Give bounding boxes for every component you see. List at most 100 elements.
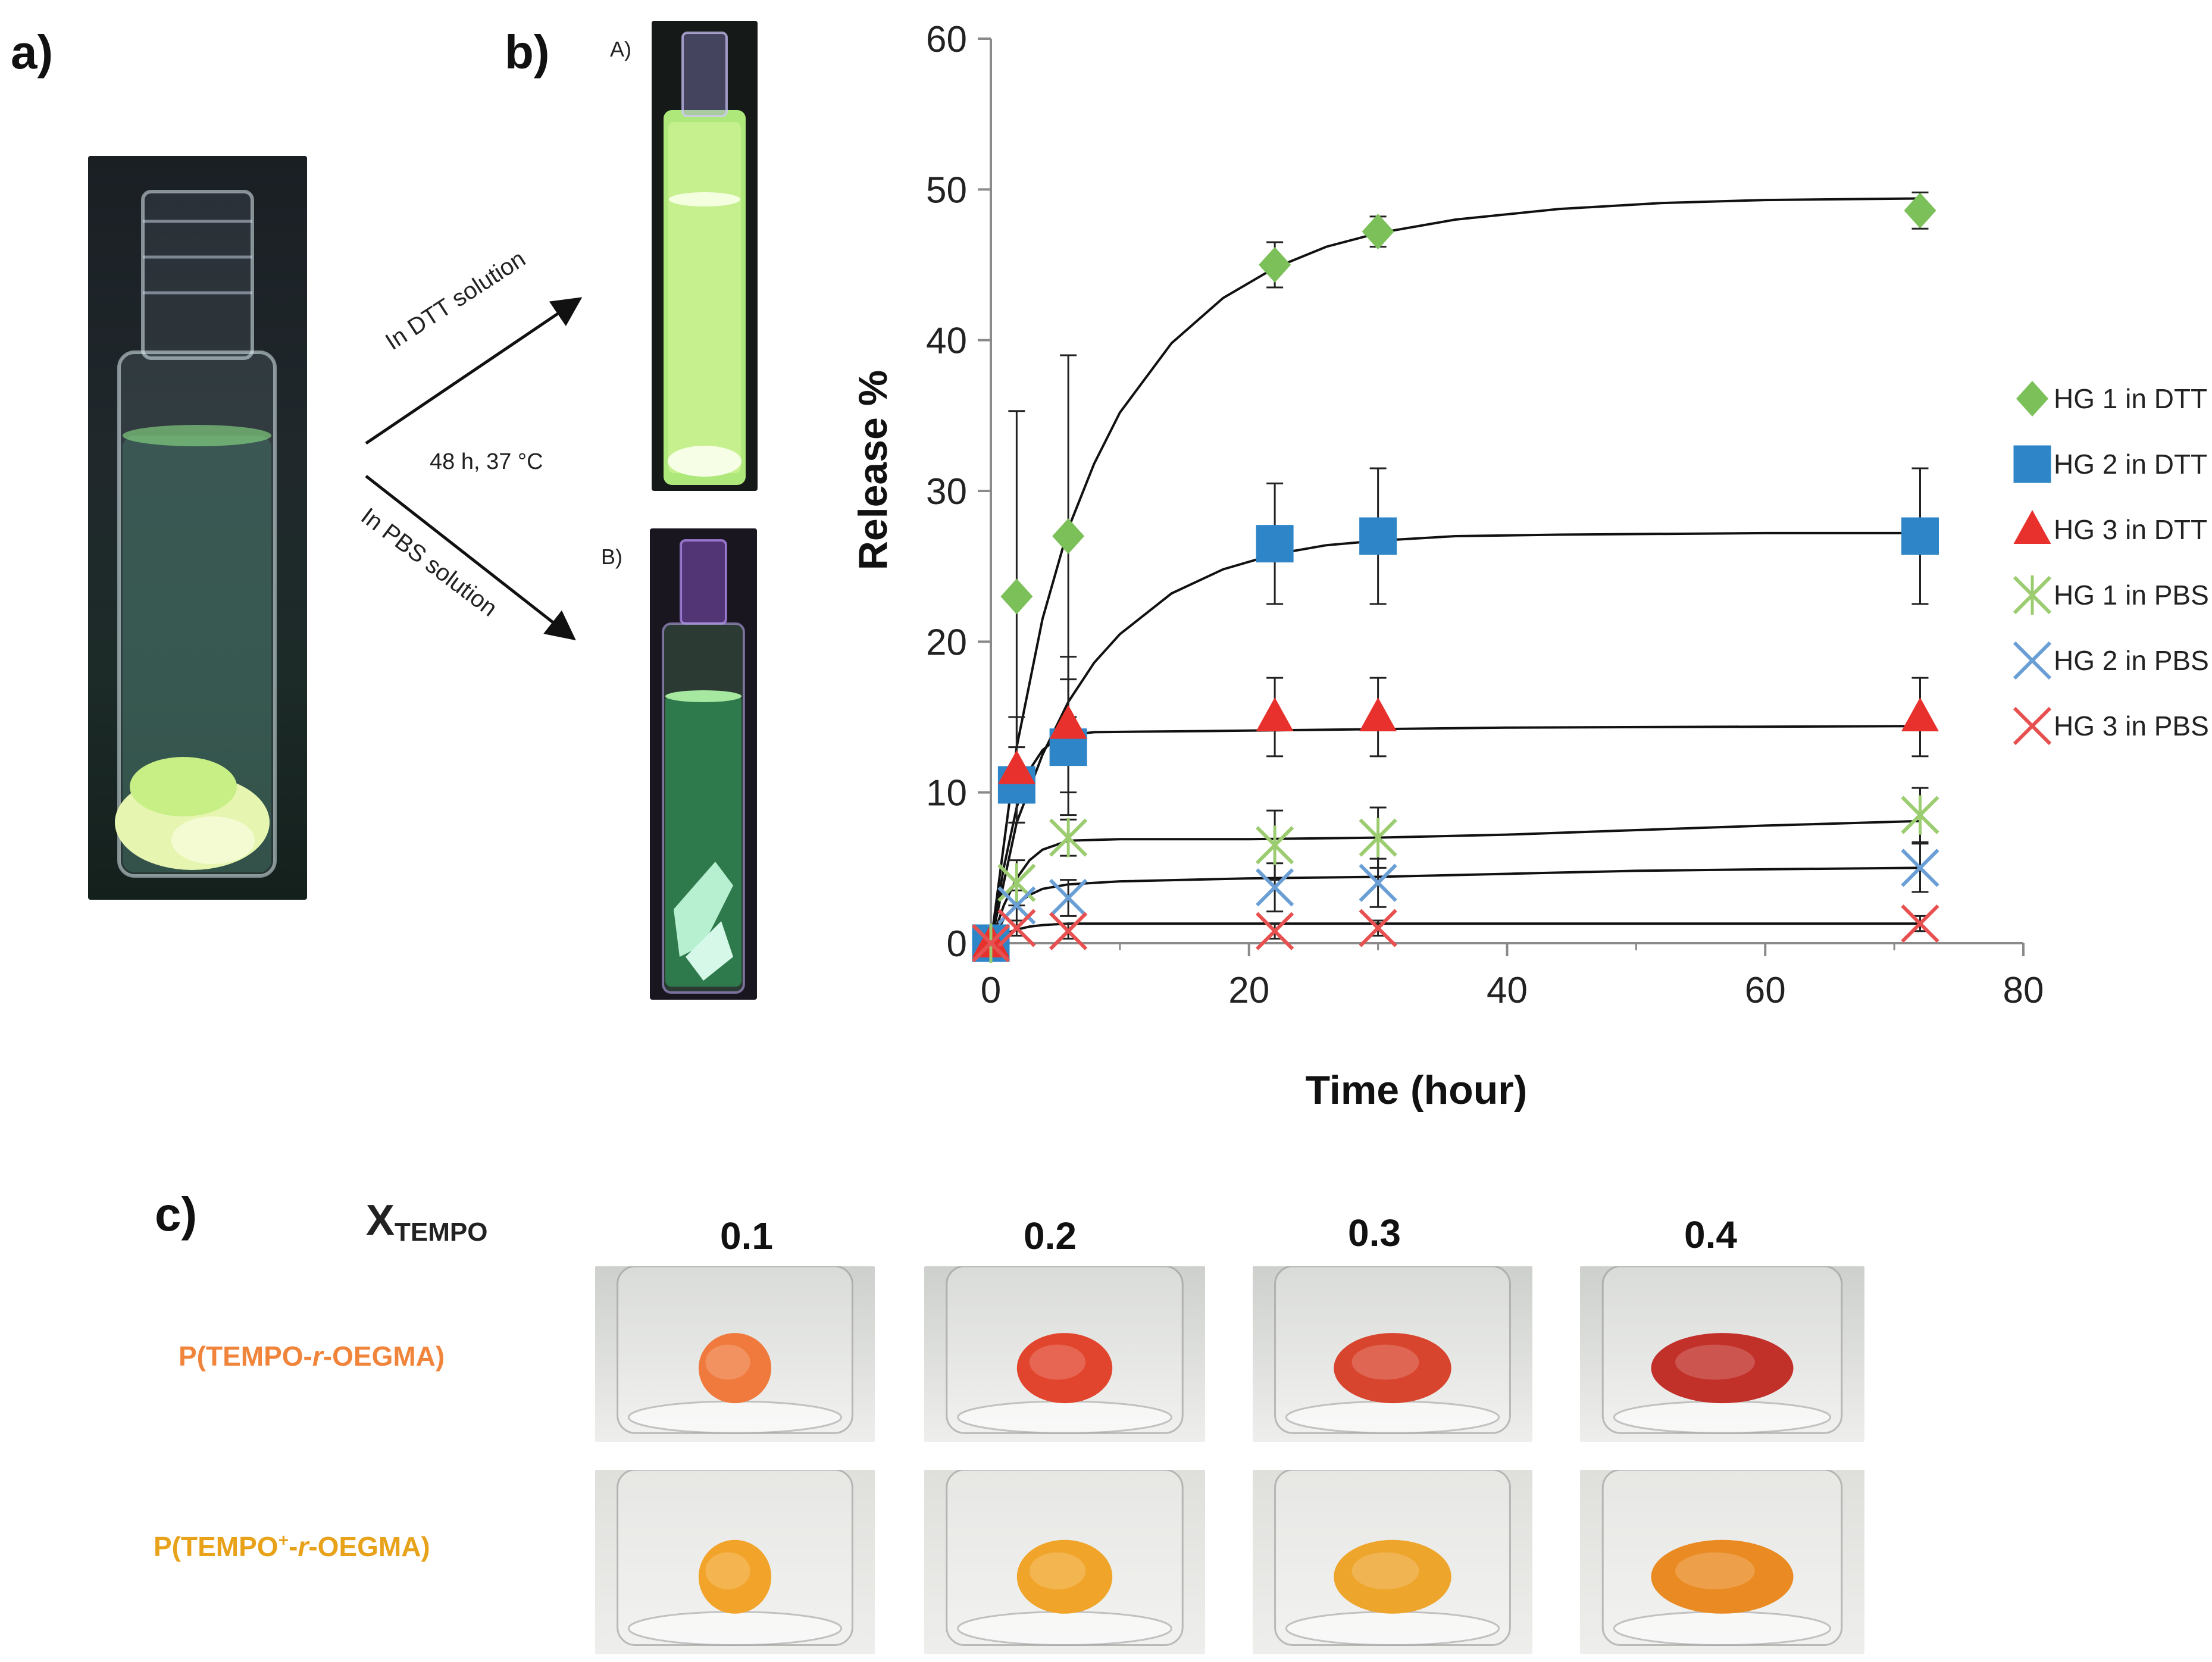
marker-stroke [997,909,1036,947]
y-tick-label: 60 [926,19,967,60]
data-point-hg-2-in-dtt [1256,525,1294,563]
legend-label: HG 3 in PBS [2054,711,2209,741]
marker-stroke [2013,706,2052,746]
row1-italic: r [312,1341,323,1372]
gel-photo-row1-col2 [924,1266,1205,1442]
marker-stroke [1256,912,1294,950]
data-point-hg-1-in-dtt [1259,247,1291,283]
legend-marker [2013,575,2052,615]
row1-label: P(TEMPO-r-OEGMA) [179,1340,445,1372]
vial-photo-dtt [652,21,758,491]
row2-prefix: P(TEMPO [154,1531,279,1562]
panel-a-label: a) [11,26,54,79]
row2-sup: + [278,1530,289,1551]
data-point-hg-2-in-pbs [1901,849,1939,887]
data-point-hg-2-in-pbs [1359,863,1397,902]
data-point-hg-1-in-pbs [1049,818,1088,857]
row2-suffix: -OEGMA) [308,1531,430,1562]
legend-label: HG 3 in DTT [2054,514,2207,545]
row1-prefix: P(TEMPO- [179,1341,312,1372]
marker-stroke [1049,878,1088,918]
legend-item-hg-2-in-pbs: HG 2 in PBS [2013,641,2209,680]
legend-label: HG 2 in PBS [2054,645,2209,676]
data-point-hg-3-in-pbs [997,909,1036,947]
sublabel-B: B) [601,544,622,569]
panel-b-label: b) [505,26,550,79]
data-point-hg-3-in-dtt [997,750,1035,784]
x-tick-label: 40 [1487,970,1528,1011]
data-point-hg-2-in-pbs [1256,868,1294,907]
data-point-hg-1-in-dtt [1904,192,1936,229]
data-point-hg-1-in-pbs [1256,825,1294,865]
x-tempo-label: XTEMPO [366,1196,487,1247]
xtempo-value-3: 0.3 [1348,1212,1401,1254]
legend-marker [2013,641,2052,680]
x-tick-label: 0 [981,970,1001,1011]
legend-label: HG 1 in PBS [2054,580,2209,611]
vial-photo-a [88,156,307,900]
data-point-hg-3-in-dtt [1901,697,1939,731]
legend-item-hg-3-in-pbs: HG 3 in PBS [2013,706,2209,746]
marker-stroke [1901,904,1939,943]
data-point-hg-2-in-dtt [1901,517,1939,555]
y-axis-title: Release % [850,370,896,570]
data-point-hg-3-in-dtt [1256,697,1294,731]
marker-stroke [1359,909,1397,947]
fit-curve-hg-3-in-pbs [990,922,1920,944]
data-point-hg-1-in-pbs [1901,795,1939,835]
y-tick-label: 10 [926,773,967,814]
y-tick-label: 50 [926,170,967,211]
data-point-hg-1-in-dtt [1000,578,1033,615]
data-point-hg-1-in-pbs [1359,818,1397,857]
marker-stroke [971,924,1010,963]
data-point-hg-1-in-dtt [1362,214,1394,250]
vial-photo-pbs [650,528,757,1000]
data-point-hg-2-in-dtt [1359,517,1397,555]
marker-stroke [1901,849,1939,887]
xtempo-value-4: 0.4 [1684,1213,1737,1256]
fit-curve-hg-1-in-dtt [990,197,1920,944]
x-tick-label: 20 [1228,970,1269,1011]
data-point-hg-3-in-dtt [1359,697,1397,731]
legend-marker [2016,381,2048,417]
legend-label: HG 2 in DTT [2054,449,2207,480]
x-symbol: X [366,1197,395,1244]
data-point-hg-3-in-pbs [1901,904,1939,943]
data-point-hg-3-in-pbs [1049,912,1088,950]
row1-suffix: -OEGMA) [323,1341,445,1372]
release-chart: 0 10 20 30 40 50 60 0 20 40 60 80 Time (hour) Relea… [850,19,2209,1113]
legend-marker [2013,445,2051,483]
marker-stroke [2013,641,2052,680]
legend-item-hg-3-in-dtt: HG 3 in DTT [2013,510,2207,545]
marker-stroke [1359,863,1397,902]
legend-item-hg-1-in-pbs: HG 1 in PBS [2013,575,2209,615]
gel-photo-row2-col4 [1580,1470,1864,1654]
data-point-hg-3-in-pbs [1256,912,1294,950]
arrow-mid-text: 48 h, 37 °C [430,449,543,474]
gel-photo-row1-col4 [1580,1266,1864,1442]
marker-stroke [1256,868,1294,907]
xtempo-value-1: 0.1 [720,1215,773,1257]
y-tick-label: 40 [926,321,967,362]
xtempo-value-2: 0.2 [1024,1215,1077,1257]
x-subscript: TEMPO [395,1217,488,1247]
marker-stroke [1049,912,1088,950]
data-point-hg-3-in-dtt [1049,705,1087,739]
gel-photo-row2-col2 [924,1470,1205,1654]
row2-italic: r [298,1531,309,1562]
sublabel-A: A) [610,37,631,61]
gel-photo-row1-col3 [1253,1266,1532,1442]
x-axis-title: Time (hour) [1306,1068,1528,1113]
y-tick-label: 0 [947,924,967,965]
reaction-arrows [365,297,583,641]
data-point-hg-3-in-pbs [1359,909,1397,947]
y-tick-label: 30 [926,471,967,512]
panel-c-label: c) [155,1188,198,1241]
legend-item-hg-2-in-dtt: HG 2 in DTT [2013,445,2207,483]
fit-curve-hg-2-in-pbs [990,866,1920,944]
legend-item-hg-1-in-dtt: HG 1 in DTT [2016,381,2207,417]
gel-photo-row2-col3 [1253,1470,1532,1654]
gel-photo-row1-col1 [595,1266,875,1442]
legend-label: HG 1 in DTT [2054,383,2207,414]
data-point-hg-1-in-dtt [1052,518,1085,554]
